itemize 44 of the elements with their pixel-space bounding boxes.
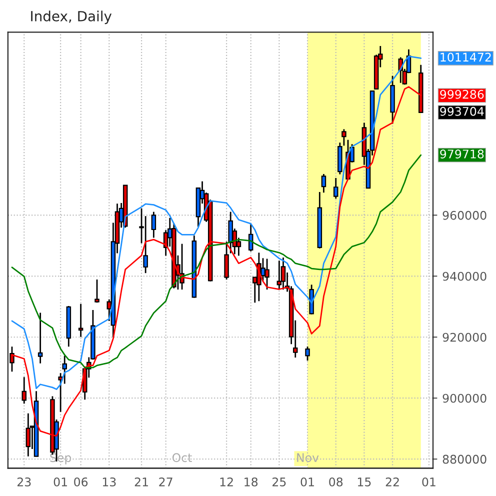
- x-tick-label: 22: [386, 477, 399, 486]
- y-tick-label: 900000: [442, 394, 486, 403]
- x-tick-label: 01: [300, 477, 314, 486]
- x-tick-label: 01: [54, 477, 67, 486]
- x-tick-label: 21: [134, 477, 148, 486]
- y-tick-label: 920000: [442, 332, 486, 342]
- line-series: [11, 86, 422, 437]
- candlestick: [264, 258, 270, 290]
- x-tick-label: 23: [17, 477, 31, 486]
- x-tick-label: 06: [74, 477, 88, 486]
- candlestick: [151, 211, 156, 238]
- candlestick: [305, 346, 310, 362]
- x2-tick-label: Oct: [172, 453, 192, 462]
- x-tick-label: 25: [272, 477, 286, 486]
- x-tick-label: 01: [422, 477, 436, 486]
- candlestick: [333, 177, 338, 200]
- x-tick-label: 12: [220, 477, 233, 486]
- candlestick: [94, 278, 100, 304]
- data-label: 999286: [440, 90, 484, 99]
- line-series: [11, 154, 422, 368]
- candlestick: [62, 355, 67, 384]
- y-tick-label: 940000: [442, 272, 486, 281]
- data-label: 979718: [440, 150, 484, 158]
- chart-title: Index, Daily: [31, 10, 112, 24]
- candlestick: [321, 173, 326, 194]
- candlestick: [22, 376, 27, 404]
- candlestick: [143, 215, 148, 274]
- y-tick-label: 880000: [442, 454, 486, 464]
- candlestick: [398, 56, 403, 84]
- candlestick: [26, 412, 31, 458]
- candlestick: [38, 312, 43, 364]
- candlestick: [342, 128, 346, 146]
- candlestick: [280, 256, 286, 290]
- x-tick-label: 13: [102, 477, 116, 486]
- candlestick: [10, 346, 14, 372]
- x-tick-label: 27: [159, 477, 172, 486]
- x-tick-label: 18: [244, 477, 258, 486]
- data-label: 1011472: [440, 52, 491, 62]
- line-series: [11, 56, 422, 390]
- candlestick: [78, 303, 84, 338]
- y-tick-label: 960000: [442, 210, 486, 220]
- text: 993704: [440, 106, 484, 116]
- x-tick-label: 08: [329, 477, 343, 486]
- x-tick-label: 15: [358, 478, 371, 486]
